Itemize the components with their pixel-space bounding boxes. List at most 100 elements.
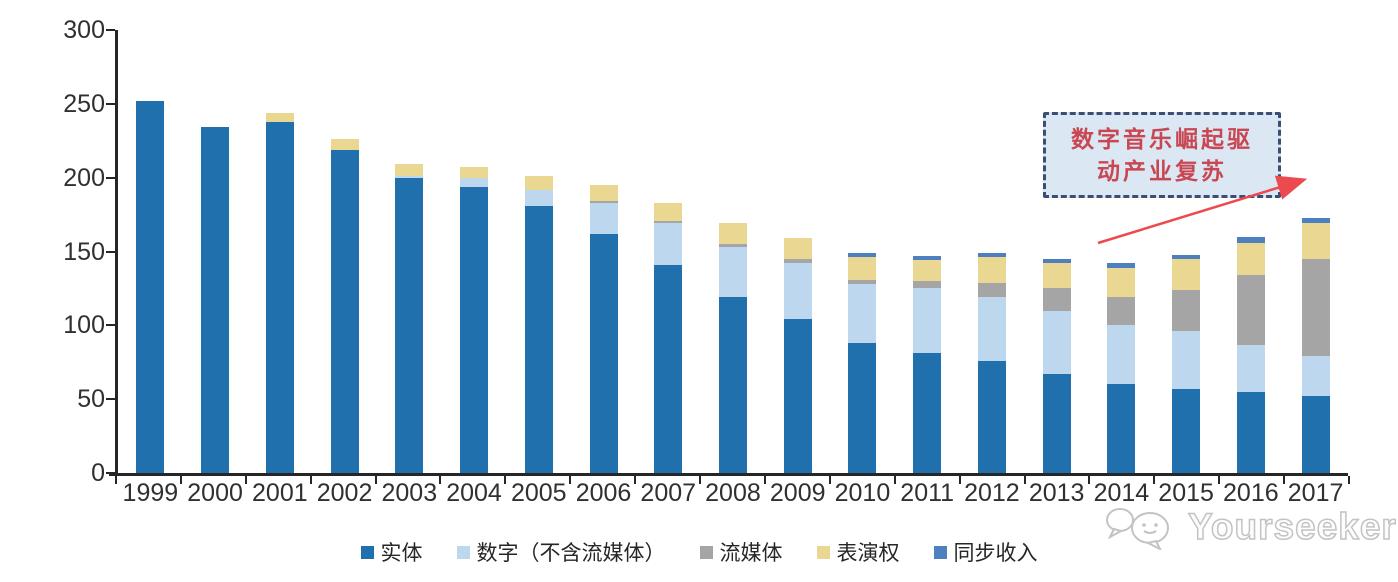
bar-segment-performance-rights-2016 — [1236, 242, 1265, 276]
legend-swatch-digital-ex-streaming — [456, 545, 470, 559]
bar-segment-physical-2010 — [848, 343, 877, 473]
bar-segment-sync-revenue-2010 — [848, 253, 877, 258]
legend-item-physical: 实体 — [360, 537, 423, 567]
annotation-text-line2: 动产业复苏 — [1097, 158, 1227, 184]
bar-segment-digital-ex-streaming-2017 — [1301, 356, 1330, 397]
stacked-bar-2010 — [848, 253, 877, 473]
bar-segment-sync-revenue-2015 — [1172, 254, 1201, 259]
x-category-label-2007: 2007 — [640, 479, 697, 507]
legend-swatch-sync-revenue — [933, 545, 947, 559]
x-tick-mark — [1023, 476, 1026, 484]
bar-segment-physical-2001 — [265, 121, 294, 473]
x-category-label-1999: 1999 — [122, 479, 179, 507]
y-tick-mark — [106, 472, 115, 474]
bar-cell-2014 — [1089, 30, 1154, 473]
bar-segment-performance-rights-2010 — [848, 257, 877, 280]
bar-cell-2001 — [247, 30, 312, 473]
bar-segment-digital-ex-streaming-2003 — [395, 176, 424, 178]
bar-cell-2004 — [442, 30, 507, 473]
stacked-bar-2012 — [977, 253, 1006, 473]
x-category-label-2006: 2006 — [575, 479, 632, 507]
bar-segment-digital-ex-streaming-2004 — [460, 177, 489, 187]
chat-bubbles-icon — [1106, 508, 1169, 550]
stacked-bar-2007 — [654, 202, 683, 473]
y-axis — [115, 30, 118, 476]
y-tick-mark — [106, 102, 115, 105]
x-tick-mark — [1088, 476, 1091, 484]
bar-segment-sync-revenue-2012 — [977, 253, 1006, 258]
bar-cell-2017 — [1283, 30, 1348, 473]
bar-segment-physical-2009 — [783, 319, 812, 473]
bar-segment-physical-2014 — [1107, 384, 1136, 473]
bar-segment-streaming-2011 — [913, 281, 942, 289]
bar-segment-physical-2012 — [977, 360, 1006, 473]
legend-label-sync-revenue: 同步收入 — [953, 542, 1038, 565]
plot-area — [118, 30, 1348, 473]
bar-cell-2016 — [1218, 30, 1283, 473]
bar-segment-physical-2016 — [1236, 391, 1265, 473]
bar-segment-physical-2000 — [201, 127, 230, 473]
x-category-label-2002: 2002 — [316, 479, 373, 507]
bar-segment-performance-rights-2013 — [1042, 263, 1071, 289]
legend-item-sync-revenue: 同步收入 — [933, 537, 1038, 567]
annotation-box: 数字音乐崛起驱 动产业复苏 — [1043, 112, 1281, 198]
bar-segment-performance-rights-2014 — [1107, 267, 1136, 298]
stacked-bar-2003 — [395, 164, 424, 473]
stacked-bar-2006 — [589, 185, 618, 473]
bar-cell-2005 — [506, 30, 571, 473]
bar-cell-2000 — [183, 30, 248, 473]
y-tick-label-300: 300 — [63, 16, 105, 44]
bar-cell-2011 — [895, 30, 960, 473]
x-category-label-2016: 2016 — [1223, 479, 1279, 507]
bar-segment-streaming-2009 — [783, 258, 812, 264]
bar-cell-2002 — [312, 30, 377, 473]
bar-cell-2006 — [571, 30, 636, 473]
bar-segment-sync-revenue-2017 — [1301, 217, 1330, 224]
stacked-bar-2008 — [718, 223, 747, 473]
legend-swatch-streaming — [699, 545, 713, 559]
bar-segment-performance-rights-2017 — [1301, 223, 1330, 259]
bar-segment-physical-2006 — [589, 233, 618, 473]
bar-cell-1999 — [118, 30, 183, 473]
bar-segment-streaming-2006 — [589, 201, 618, 203]
bar-cell-2015 — [1154, 30, 1219, 473]
x-tick-mark — [1348, 476, 1350, 484]
x-category-label-2014: 2014 — [1093, 479, 1150, 507]
x-axis-category-labels: 1999 2000 2001 2002 2003 2004 2005 2006 2007 2008… — [118, 479, 1348, 508]
bar-segment-physical-2017 — [1301, 396, 1330, 473]
bar-cell-2007 — [636, 30, 701, 473]
x-category-label-2011: 2011 — [900, 479, 955, 507]
x-tick-mark — [1283, 476, 1286, 484]
x-tick-mark — [374, 476, 377, 484]
x-tick-mark — [699, 476, 702, 484]
stacked-bar-2004 — [460, 167, 489, 473]
y-tick-mark — [106, 398, 115, 401]
y-tick-label-50: 50 — [77, 385, 105, 414]
annotation-text-line1: 数字音乐崛起驱 — [1071, 126, 1253, 152]
y-tick-mark — [106, 250, 115, 253]
x-tick-mark — [958, 476, 961, 484]
bar-segment-sync-revenue-2013 — [1042, 258, 1071, 264]
bar-segment-performance-rights-2001 — [265, 112, 294, 122]
watermark-text: Yourseeker — [1187, 505, 1397, 548]
x-tick-mark — [634, 476, 637, 484]
bar-segment-digital-ex-streaming-2008 — [718, 247, 747, 298]
x-axis — [109, 473, 1348, 476]
bar-segment-physical-2004 — [460, 186, 489, 473]
bar-segment-streaming-2007 — [654, 220, 683, 224]
y-tick-mark — [106, 324, 115, 327]
bar-segment-digital-ex-streaming-2012 — [977, 297, 1006, 361]
bar-segment-performance-rights-2008 — [718, 223, 747, 245]
legend: 实体 数字（不含流媒体） 流媒体 表演权 同步收入 — [0, 537, 1398, 567]
y-tick-label-100: 100 — [63, 311, 105, 340]
bar-segment-performance-rights-2002 — [330, 139, 359, 150]
legend-item-performance-rights: 表演权 — [816, 537, 900, 567]
bar-segment-sync-revenue-2011 — [913, 255, 942, 261]
bar-segment-streaming-2013 — [1042, 288, 1071, 311]
bar-segment-digital-ex-streaming-2006 — [589, 202, 618, 234]
watermark: Yourseeker — [1104, 504, 1397, 550]
x-tick-mark — [115, 476, 117, 484]
x-category-label-2008: 2008 — [705, 479, 761, 507]
x-category-label-2012: 2012 — [964, 479, 1020, 507]
x-category-label-2003: 2003 — [381, 479, 438, 507]
